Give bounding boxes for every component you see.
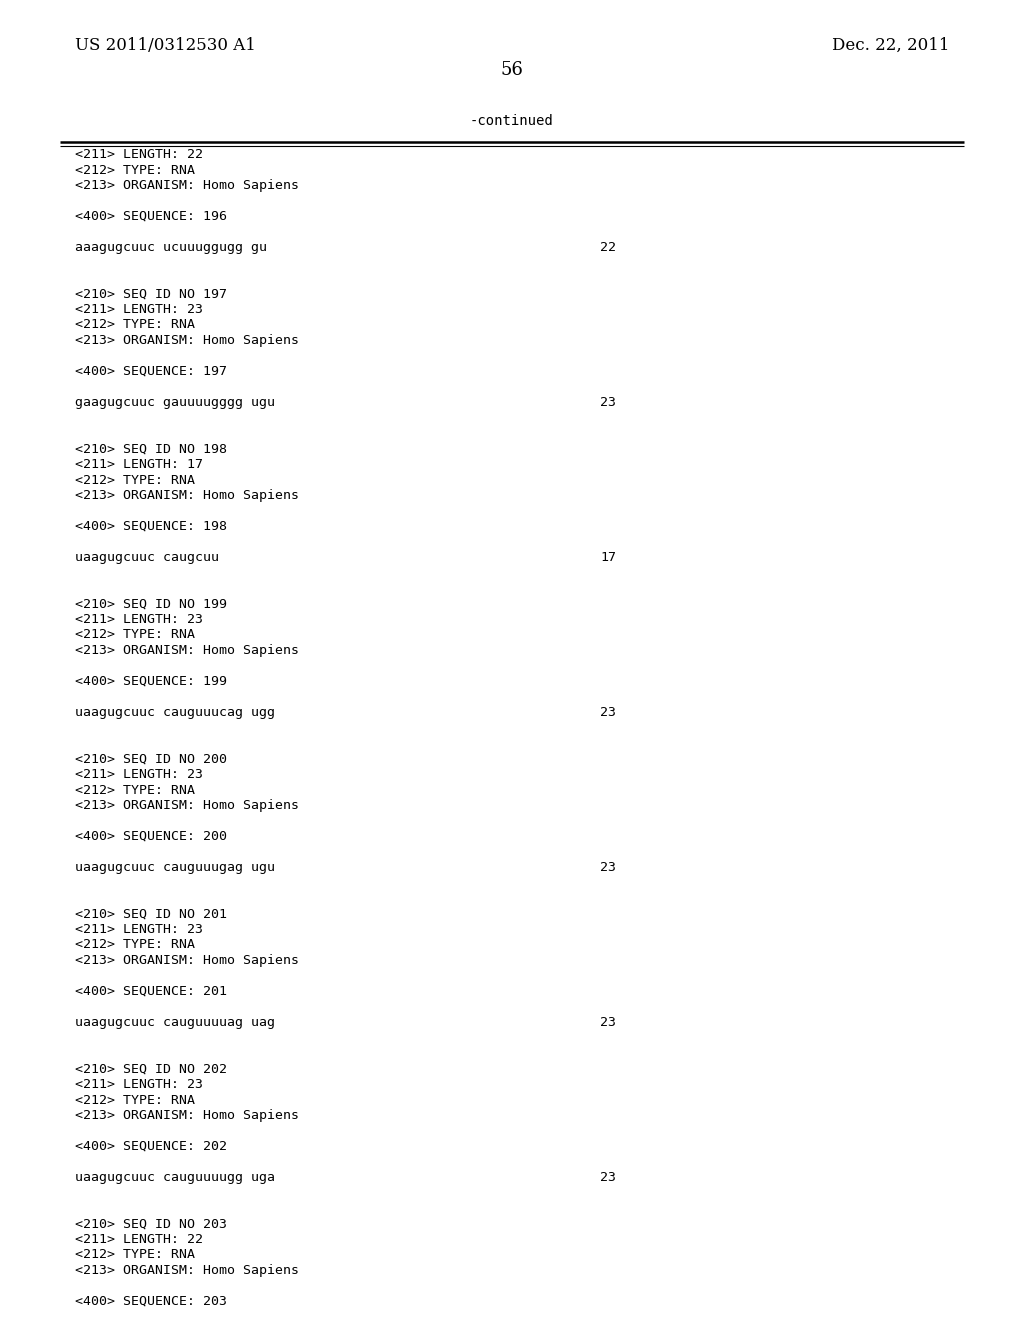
Text: <400> SEQUENCE: 201: <400> SEQUENCE: 201 <box>75 985 227 998</box>
Text: <212> TYPE: RNA: <212> TYPE: RNA <box>75 1249 195 1262</box>
Text: <400> SEQUENCE: 202: <400> SEQUENCE: 202 <box>75 1140 227 1152</box>
Text: <211> LENGTH: 17: <211> LENGTH: 17 <box>75 458 203 471</box>
Text: <400> SEQUENCE: 197: <400> SEQUENCE: 197 <box>75 366 227 378</box>
Text: <210> SEQ ID NO 197: <210> SEQ ID NO 197 <box>75 288 227 301</box>
Text: <211> LENGTH: 23: <211> LENGTH: 23 <box>75 923 203 936</box>
Text: 23: 23 <box>600 861 616 874</box>
Text: <213> ORGANISM: Homo Sapiens: <213> ORGANISM: Homo Sapiens <box>75 954 299 968</box>
Text: <210> SEQ ID NO 201: <210> SEQ ID NO 201 <box>75 908 227 920</box>
Text: uaagugcuuc cauguuucag ugg: uaagugcuuc cauguuucag ugg <box>75 706 275 719</box>
Text: <213> ORGANISM: Homo Sapiens: <213> ORGANISM: Homo Sapiens <box>75 1109 299 1122</box>
Text: <212> TYPE: RNA: <212> TYPE: RNA <box>75 164 195 177</box>
Text: 17: 17 <box>600 550 616 564</box>
Text: 22: 22 <box>600 242 616 253</box>
Text: US 2011/0312530 A1: US 2011/0312530 A1 <box>75 37 256 54</box>
Text: -continued: -continued <box>470 114 554 128</box>
Text: <210> SEQ ID NO 200: <210> SEQ ID NO 200 <box>75 752 227 766</box>
Text: <213> ORGANISM: Homo Sapiens: <213> ORGANISM: Homo Sapiens <box>75 180 299 191</box>
Text: <212> TYPE: RNA: <212> TYPE: RNA <box>75 784 195 796</box>
Text: <400> SEQUENCE: 200: <400> SEQUENCE: 200 <box>75 830 227 843</box>
Text: <212> TYPE: RNA: <212> TYPE: RNA <box>75 474 195 487</box>
Text: 23: 23 <box>600 706 616 719</box>
Text: <212> TYPE: RNA: <212> TYPE: RNA <box>75 1093 195 1106</box>
Text: <210> SEQ ID NO 202: <210> SEQ ID NO 202 <box>75 1063 227 1076</box>
Text: <210> SEQ ID NO 203: <210> SEQ ID NO 203 <box>75 1217 227 1230</box>
Text: <210> SEQ ID NO 199: <210> SEQ ID NO 199 <box>75 598 227 610</box>
Text: Dec. 22, 2011: Dec. 22, 2011 <box>833 37 950 54</box>
Text: <400> SEQUENCE: 199: <400> SEQUENCE: 199 <box>75 675 227 688</box>
Text: 23: 23 <box>600 1171 616 1184</box>
Text: <212> TYPE: RNA: <212> TYPE: RNA <box>75 318 195 331</box>
Text: <213> ORGANISM: Homo Sapiens: <213> ORGANISM: Homo Sapiens <box>75 1265 299 1276</box>
Text: <213> ORGANISM: Homo Sapiens: <213> ORGANISM: Homo Sapiens <box>75 644 299 657</box>
Text: <400> SEQUENCE: 196: <400> SEQUENCE: 196 <box>75 210 227 223</box>
Text: <211> LENGTH: 22: <211> LENGTH: 22 <box>75 1233 203 1246</box>
Text: <213> ORGANISM: Homo Sapiens: <213> ORGANISM: Homo Sapiens <box>75 488 299 502</box>
Text: 23: 23 <box>600 1016 616 1030</box>
Text: <400> SEQUENCE: 203: <400> SEQUENCE: 203 <box>75 1295 227 1308</box>
Text: aaagugcuuc ucuuuggugg gu: aaagugcuuc ucuuuggugg gu <box>75 242 267 253</box>
Text: <212> TYPE: RNA: <212> TYPE: RNA <box>75 628 195 642</box>
Text: <211> LENGTH: 23: <211> LENGTH: 23 <box>75 1078 203 1092</box>
Text: <212> TYPE: RNA: <212> TYPE: RNA <box>75 939 195 952</box>
Text: 56: 56 <box>501 61 523 79</box>
Text: uaagugcuuc cauguuuugg uga: uaagugcuuc cauguuuugg uga <box>75 1171 275 1184</box>
Text: uaagugcuuc cauguuugag ugu: uaagugcuuc cauguuugag ugu <box>75 861 275 874</box>
Text: <213> ORGANISM: Homo Sapiens: <213> ORGANISM: Homo Sapiens <box>75 799 299 812</box>
Text: 23: 23 <box>600 396 616 409</box>
Text: <400> SEQUENCE: 198: <400> SEQUENCE: 198 <box>75 520 227 533</box>
Text: uaagugcuuc cauguuuuag uag: uaagugcuuc cauguuuuag uag <box>75 1016 275 1030</box>
Text: uaagugcuuc caugcuu: uaagugcuuc caugcuu <box>75 550 219 564</box>
Text: <211> LENGTH: 23: <211> LENGTH: 23 <box>75 304 203 315</box>
Text: <213> ORGANISM: Homo Sapiens: <213> ORGANISM: Homo Sapiens <box>75 334 299 347</box>
Text: <210> SEQ ID NO 198: <210> SEQ ID NO 198 <box>75 442 227 455</box>
Text: <211> LENGTH: 23: <211> LENGTH: 23 <box>75 612 203 626</box>
Text: gaagugcuuc gauuuugggg ugu: gaagugcuuc gauuuugggg ugu <box>75 396 275 409</box>
Text: <211> LENGTH: 22: <211> LENGTH: 22 <box>75 148 203 161</box>
Text: <211> LENGTH: 23: <211> LENGTH: 23 <box>75 768 203 781</box>
